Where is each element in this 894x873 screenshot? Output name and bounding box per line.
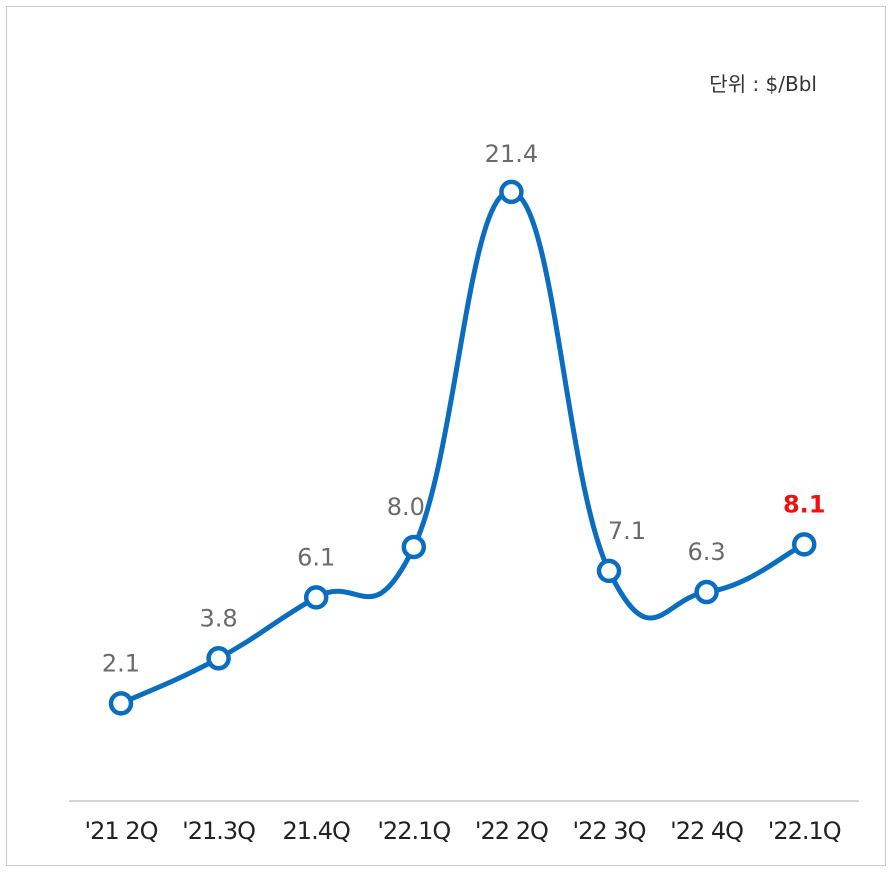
- data-point-marker: [206, 646, 231, 671]
- x-tick-label: '22.1Q: [377, 817, 450, 845]
- line-chart: 단위 : $/Bbl 2.1 3.8 6.1 8.0 21.4 7.1 6.3 8.1 '21…: [69, 72, 859, 845]
- chart-frame: 단위 : $/Bbl 2.1 3.8 6.1 8.0 21.4 7.1 6.3 8.1 '21…: [6, 6, 886, 866]
- data-label: 2.1: [102, 649, 140, 677]
- data-label: 6.3: [688, 538, 726, 566]
- x-tick-label: '21 2Q: [85, 817, 158, 845]
- data-labels: 2.1 3.8 6.1 8.0 21.4 7.1 6.3 8.1: [102, 140, 826, 677]
- data-label: 8.0: [387, 493, 425, 521]
- data-label: 3.8: [200, 604, 238, 632]
- series-line: [118, 189, 807, 706]
- data-point-marker: [108, 691, 134, 716]
- x-tick-label: '21.3Q: [182, 817, 255, 845]
- unit-label: 단위 : $/Bbl: [709, 72, 817, 96]
- data-label-highlight: 8.1: [783, 490, 826, 518]
- data-point-marker: [596, 558, 622, 584]
- x-tick-label: '22 3Q: [573, 817, 646, 845]
- x-tick-label: '22.1Q: [768, 817, 841, 845]
- data-point-marker: [401, 534, 427, 560]
- data-label: 6.1: [297, 543, 335, 571]
- x-tick-label: '22 2Q: [475, 817, 548, 845]
- markers: [108, 179, 817, 716]
- x-tick-label: '22 4Q: [670, 817, 743, 845]
- x-tick-labels: '21 2Q '21.3Q 21.4Q '22.1Q '22 2Q '22 3Q '22 4…: [85, 817, 842, 845]
- data-label: 21.4: [485, 140, 538, 168]
- data-point-marker: [499, 179, 524, 205]
- data-label: 7.1: [608, 517, 646, 545]
- x-tick-label: 21.4Q: [283, 817, 350, 845]
- data-point-marker: [694, 579, 719, 605]
- data-point-marker: [303, 585, 329, 610]
- data-point-marker: [791, 532, 817, 557]
